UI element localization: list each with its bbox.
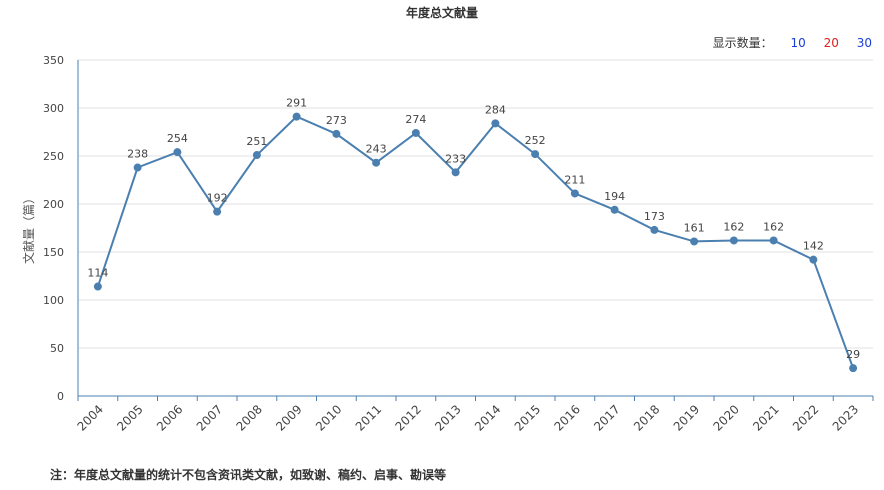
series-line xyxy=(96,115,855,369)
y-tick-label: 350 xyxy=(43,54,64,67)
x-tick-label: 2022 xyxy=(790,402,821,433)
data-point[interactable] xyxy=(690,237,699,246)
footnote: 注：年度总文献量的统计不包含资讯类文献，如致谢、稿约、启事、勘误等 xyxy=(50,468,447,482)
data-label: 161 xyxy=(684,221,705,234)
data-label: 291 xyxy=(286,97,307,110)
x-tick-label: 2014 xyxy=(472,402,503,433)
data-label: 252 xyxy=(525,134,546,147)
data-point[interactable] xyxy=(491,119,500,128)
x-tick-label: 2017 xyxy=(591,402,622,433)
data-point[interactable] xyxy=(173,148,182,157)
data-point[interactable] xyxy=(332,129,341,138)
display-count-option-30[interactable]: 30 xyxy=(856,36,872,50)
data-label: 29 xyxy=(846,348,860,361)
y-tick-label: 200 xyxy=(43,198,64,211)
data-label: 233 xyxy=(445,152,466,165)
x-tick-label: 2007 xyxy=(194,402,225,433)
data-label: 254 xyxy=(167,132,188,145)
data-label: 162 xyxy=(723,220,744,233)
x-tick-label: 2016 xyxy=(551,402,582,433)
y-tick-label: 250 xyxy=(43,150,64,163)
data-point[interactable] xyxy=(252,151,261,160)
data-point[interactable] xyxy=(610,205,619,214)
data-label: 243 xyxy=(366,143,387,156)
data-label: 274 xyxy=(405,113,426,126)
data-point[interactable] xyxy=(213,207,222,216)
data-points xyxy=(93,112,858,373)
x-tick-label: 2006 xyxy=(154,402,185,433)
data-label: 211 xyxy=(564,173,585,186)
data-point[interactable] xyxy=(849,364,858,373)
data-point[interactable] xyxy=(570,189,579,198)
data-label: 273 xyxy=(326,114,347,127)
data-label: 162 xyxy=(763,220,784,233)
data-label: 192 xyxy=(207,192,228,205)
y-axis-label: 文献量（篇） xyxy=(21,192,36,264)
x-tick-label: 2020 xyxy=(710,402,741,433)
data-label: 173 xyxy=(644,210,665,223)
x-tick-label: 2005 xyxy=(114,402,145,433)
display-count-selector: 显示数量： 10 20 30 xyxy=(713,34,872,51)
data-point[interactable] xyxy=(650,225,659,234)
data-point[interactable] xyxy=(729,236,738,245)
y-tick-label: 0 xyxy=(57,390,64,403)
data-point[interactable] xyxy=(531,150,540,159)
data-point[interactable] xyxy=(133,163,142,172)
x-tick-label: 2010 xyxy=(313,402,344,433)
x-tick-label: 2023 xyxy=(830,402,861,433)
x-tick-label: 2013 xyxy=(432,402,463,433)
y-tick-label: 150 xyxy=(43,246,64,259)
x-tick-label: 2004 xyxy=(74,402,105,433)
data-labels: 114 238 254 192 251 291 273 243 274 233 284 252 211 1… xyxy=(87,97,860,362)
data-point[interactable] xyxy=(93,282,102,291)
x-tick-label: 2011 xyxy=(353,402,384,433)
x-tick-label: 2012 xyxy=(392,402,423,433)
data-label: 142 xyxy=(803,240,824,253)
data-point[interactable] xyxy=(809,255,818,264)
data-label: 251 xyxy=(246,135,267,148)
data-label: 284 xyxy=(485,103,506,116)
data-label: 114 xyxy=(87,267,108,280)
x-tick-label: 2018 xyxy=(631,402,662,433)
data-label: 194 xyxy=(604,190,625,203)
display-count-option-20[interactable]: 20 xyxy=(823,36,839,50)
x-tick-label: 2008 xyxy=(233,402,264,433)
data-point[interactable] xyxy=(372,158,381,167)
data-label: 238 xyxy=(127,148,148,161)
chart-title: 年度总文献量 xyxy=(405,6,478,20)
x-tick-label: 2009 xyxy=(273,402,304,433)
data-point[interactable] xyxy=(292,112,301,121)
data-point[interactable] xyxy=(411,128,420,137)
display-count-option-10[interactable]: 10 xyxy=(790,36,806,50)
display-count-label: 显示数量： xyxy=(712,36,773,50)
y-tick-label: 300 xyxy=(43,102,64,115)
data-point[interactable] xyxy=(451,168,460,177)
data-point[interactable] xyxy=(769,236,778,245)
y-tick-label: 50 xyxy=(50,342,64,355)
y-axis: 0 50 100 150 200 250 300 350 xyxy=(43,54,79,403)
grid-lines xyxy=(78,59,873,349)
x-tick-label: 2019 xyxy=(671,402,702,433)
y-tick-label: 100 xyxy=(43,294,64,307)
x-tick-label: 2015 xyxy=(512,402,543,433)
x-axis: 2004 2005 2006 2007 2008 2009 2010 2011 2012 2013… xyxy=(74,395,874,434)
x-tick-label: 2021 xyxy=(750,402,781,433)
